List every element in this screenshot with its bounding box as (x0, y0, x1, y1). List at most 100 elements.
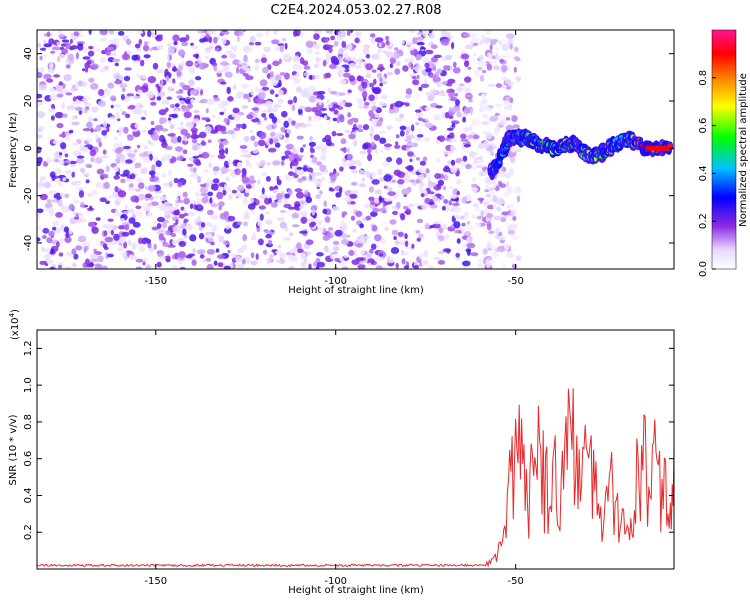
heatmap-noise-cell (46, 199, 52, 203)
heatmap-noise-cell (122, 87, 126, 92)
heatmap-noise-cell (445, 137, 450, 142)
heatmap-noise-cell (58, 252, 64, 257)
heatmap-noise-cell (421, 260, 429, 266)
heatmap-noise-cell (160, 156, 166, 163)
heatmap-noise-cell (101, 265, 108, 269)
heatmap-noise-cell (54, 111, 64, 119)
heatmap-noise-cell (90, 258, 99, 263)
heatmap-noise-cell (405, 208, 412, 216)
heatmap-noise-cell (465, 163, 472, 170)
heatmap-noise-cell (58, 34, 65, 38)
heatmap-noise-cell (243, 93, 250, 99)
heatmap-noise-cell (320, 176, 326, 181)
heatmap-noise-cell (373, 78, 377, 85)
heatmap-noise-cell (374, 197, 380, 204)
heatmap-noise-cell (71, 248, 77, 255)
heatmap-noise-cell (408, 30, 416, 34)
heatmap-noise-cell (428, 30, 433, 34)
heatmap-noise-cell (391, 205, 397, 210)
heatmap-noise-cell (225, 176, 230, 182)
heatmap-noise-cell (401, 39, 405, 45)
heatmap-noise-cell (371, 105, 378, 112)
heatmap-noise-cell (504, 45, 509, 51)
heatmap-noise-cell (159, 239, 165, 243)
colorbar-gradient (711, 29, 737, 270)
heatmap-noise-cell (53, 74, 61, 78)
heatmap-noise-cell (312, 174, 316, 181)
heatmap-noise-cell (483, 131, 488, 135)
heatmap-noise-cell (326, 230, 331, 236)
heatmap-noise-cell (384, 143, 392, 148)
heatmap-noise-cell (339, 100, 345, 106)
heatmap-noise-cell (65, 42, 71, 50)
heatmap-noise-cell (386, 51, 395, 58)
heatmap-noise-cell (511, 263, 517, 269)
heatmap-noise-cell (314, 51, 321, 55)
heatmap-noise-cell (338, 55, 343, 62)
heatmap-noise-cell (100, 56, 106, 64)
heatmap-noise-cell (37, 213, 41, 221)
heatmap-noise-cell (84, 67, 89, 73)
heatmap-noise-cell (512, 124, 520, 129)
heatmap-noise-cell (339, 66, 346, 72)
heatmap-noise-cell (507, 185, 513, 193)
snr-panel: -150 -100 -50 0.2 0.4 0.6 0.8 1.0 1.2 Height of… (8, 309, 675, 596)
heatmap-noise-cell (417, 166, 427, 174)
heatmap-noise-cell (197, 249, 205, 255)
heatmap-noise-cell (99, 240, 105, 245)
heatmap-noise-cell (90, 127, 94, 133)
heatmap-noise-cell (408, 203, 414, 208)
heatmap-noise-cell (62, 113, 68, 118)
heatmap-noise-cell (463, 127, 471, 132)
heatmap-noise-cell (511, 235, 520, 240)
heatmap-noise-cell (188, 79, 195, 87)
heatmap-noise-cell (390, 247, 400, 254)
heatmap-noise-cell (425, 117, 429, 122)
heatmap-noise-cell (37, 111, 46, 119)
heatmap-noise-cell (284, 193, 291, 199)
heatmap-noise-cell (478, 60, 487, 67)
heatmap-noise-cell (75, 245, 83, 251)
heatmap-noise-cell (75, 52, 79, 60)
heatmap-noise-cell (380, 94, 388, 100)
heatmap-noise-cell (308, 95, 317, 103)
heatmap-noise-cell (189, 203, 194, 210)
heatmap-noise-cell (139, 167, 143, 175)
heatmap-noise-cell (225, 224, 231, 230)
heatmap-noise-cell (254, 64, 260, 71)
heatmap-noise-cell (271, 116, 278, 124)
heatmap-noise-cell (484, 178, 489, 184)
heatmap-noise-cell (464, 76, 472, 83)
heatmap-noise-cell (255, 253, 259, 260)
heatmap-noise-cell (251, 107, 259, 111)
heatmap-noise-cell (189, 89, 198, 96)
heatmap-noise-cell (242, 234, 247, 242)
heatmap-noise-cell (155, 160, 162, 168)
heatmap-noise-cell (325, 139, 332, 146)
heatmap-noise-cell (80, 201, 85, 208)
heatmap-noise-cell (399, 125, 407, 131)
heatmap-noise-cell (37, 93, 43, 99)
heatmap-noise-cell (60, 223, 64, 231)
heatmap-noise-cell (472, 52, 477, 57)
heatmap-noise-cell (347, 30, 351, 35)
heatmap-noise-cell (167, 117, 172, 121)
heatmap-noise-cell (179, 266, 186, 269)
heatmap-noise-cell (441, 30, 448, 37)
heatmap-noise-cell (277, 199, 283, 205)
heatmap-noise-cell (134, 162, 142, 168)
heatmap-noise-cell (394, 117, 403, 123)
heatmap-noise-cell (295, 86, 302, 93)
heatmap-noise-cell (75, 95, 84, 100)
heatmap-noise-cell (186, 224, 191, 229)
heatmap-noise-cell (358, 183, 366, 188)
heatmap-noise-cell (450, 159, 456, 166)
heatmap-noise-cell (219, 111, 225, 116)
heatmap-noise-cell (107, 218, 114, 222)
heatmap-noise-cell (64, 266, 72, 269)
heatmap-noise-cell (317, 90, 326, 95)
heatmap-noise-cell (173, 265, 178, 269)
heatmap-noise-cell (197, 30, 203, 34)
heatmap-noise-cell (167, 244, 176, 248)
heatmap-noise-cell (197, 215, 201, 223)
